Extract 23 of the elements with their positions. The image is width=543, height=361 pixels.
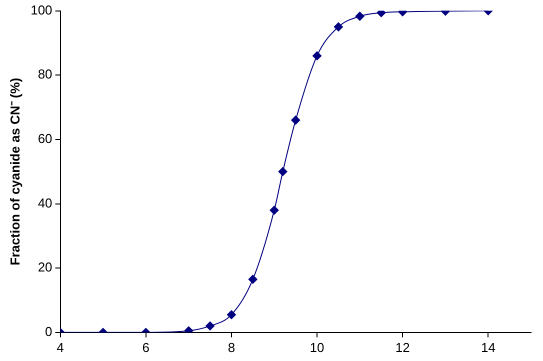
point <box>248 274 258 284</box>
x-tick-label: 6 <box>142 340 150 355</box>
y-tick-label: 40 <box>38 195 52 210</box>
x-tick-label: 14 <box>480 340 496 355</box>
point <box>226 310 236 320</box>
y-tick-label: 100 <box>30 2 52 18</box>
point <box>376 10 386 18</box>
y-tick-label: 20 <box>38 260 52 275</box>
point <box>312 51 322 60</box>
x-tick-label: 10 <box>310 340 324 355</box>
point <box>278 167 288 176</box>
point <box>355 12 364 21</box>
y-tick-label: 0 <box>45 324 52 339</box>
point <box>291 116 300 125</box>
x-tick-label: 4 <box>56 340 64 355</box>
y-axis-title: Fraction of cyanide as CN⁻ (%) <box>7 78 22 266</box>
y-tick-label: 60 <box>38 131 52 146</box>
point <box>334 22 343 32</box>
x-tick-label: 12 <box>395 340 410 355</box>
point <box>206 321 215 330</box>
x-tick-label: 8 <box>228 340 236 355</box>
y-tick-label: 80 <box>38 66 52 82</box>
point <box>270 206 279 215</box>
